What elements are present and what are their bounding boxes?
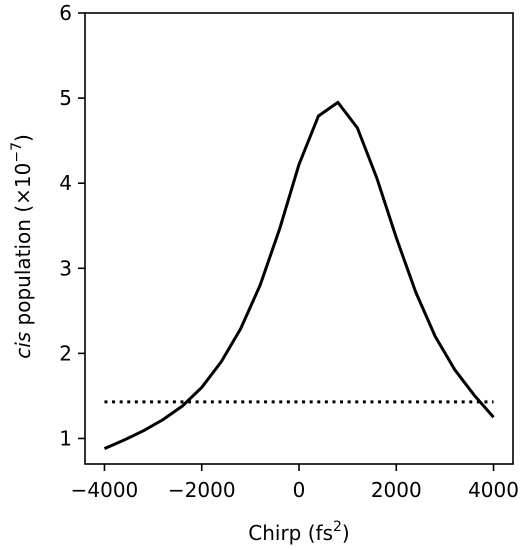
x-tick-label: −4000 <box>71 478 139 502</box>
y-axis-label: cis population (×10−7) <box>9 134 35 359</box>
x-axis-label-text: Chirp (fs <box>248 521 333 545</box>
y-axis-label-italic: cis <box>11 332 35 359</box>
x-axis-label-suffix: ) <box>342 521 350 545</box>
y-axis-label-superscript: −7 <box>9 142 25 163</box>
series-layer <box>103 100 495 451</box>
y-tick-label: 2 <box>59 341 72 365</box>
x-tick-label: −2000 <box>168 478 236 502</box>
y-axis-label-suffix: ) <box>11 134 35 142</box>
y-tick-label: 3 <box>59 256 72 280</box>
y-tick-label: 6 <box>59 1 72 25</box>
plot-frame <box>84 12 514 465</box>
y-axis-ticks: 1 2 3 4 5 6 <box>59 1 85 450</box>
y-axis-label-text: population (×10 <box>11 163 35 332</box>
x-axis-label-superscript: 2 <box>333 519 342 535</box>
x-tick-label: 4000 <box>468 478 519 502</box>
y-tick-label: 1 <box>59 426 72 450</box>
series-line-solid <box>103 100 495 451</box>
x-axis-label: Chirp (fs2) <box>248 519 349 545</box>
y-tick-label: 5 <box>59 86 72 110</box>
x-axis-ticks: −4000 −2000 0 2000 4000 <box>71 464 519 502</box>
x-tick-label: 0 <box>293 478 306 502</box>
x-tick-label: 2000 <box>371 478 422 502</box>
y-tick-label: 4 <box>59 171 72 195</box>
